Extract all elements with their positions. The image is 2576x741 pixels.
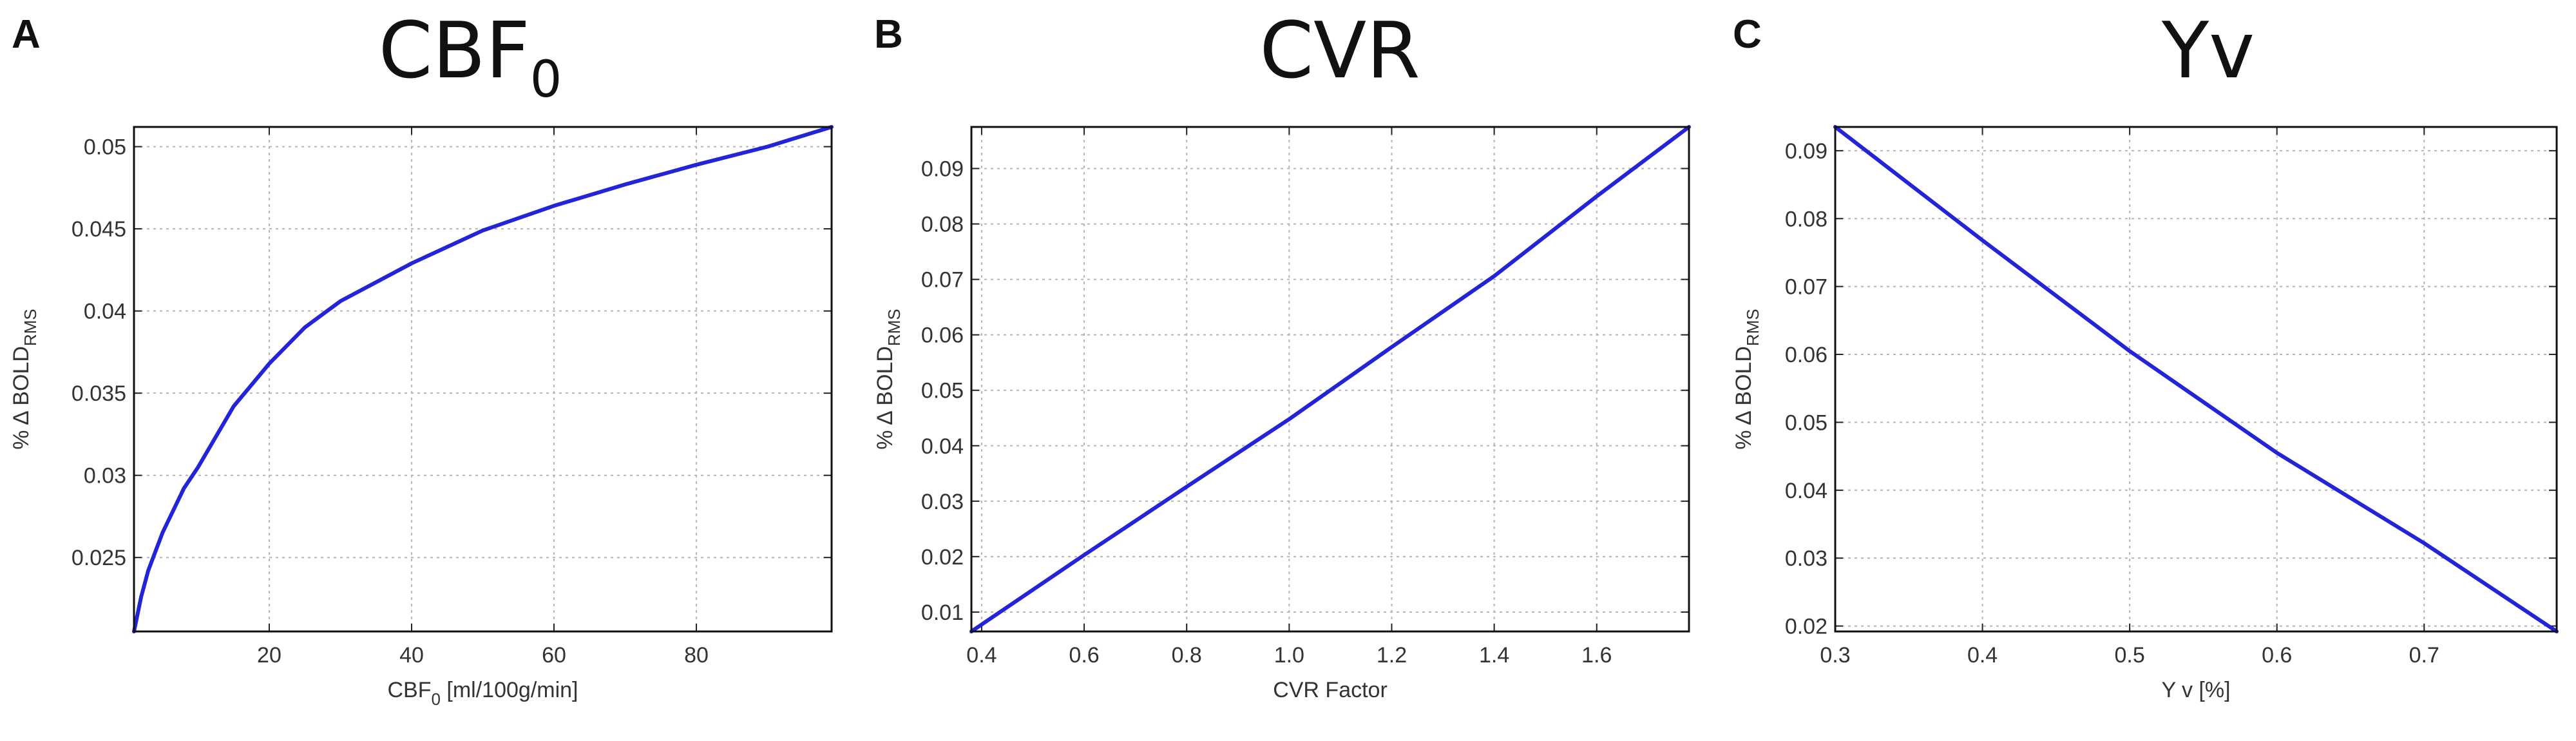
x-tick-label: 40 bbox=[399, 643, 424, 668]
y-axis-label: % Δ BOLDRMS bbox=[9, 309, 40, 449]
axes-frame bbox=[133, 126, 833, 633]
y-axis-label-main: % Δ BOLD bbox=[1732, 346, 1756, 450]
line-chart-b: 0.4 0.6 0.8 1.0 1.2 1.4 1.6 0.01 0.02 0.03 0.04 0.0… bbox=[873, 125, 1691, 702]
x-tick-label: 1.6 bbox=[1581, 643, 1612, 668]
x-axis-label-main: CBF bbox=[388, 678, 432, 702]
y-axis-label: % Δ BOLDRMS bbox=[1732, 309, 1762, 449]
y-axis-label-main: % Δ BOLD bbox=[873, 346, 897, 450]
y-axis-label-sub: RMS bbox=[1743, 309, 1762, 346]
y-tick-label: 0.02 bbox=[921, 545, 964, 570]
x-tick-label: 0.6 bbox=[2262, 643, 2292, 668]
x-tick-label: 0.4 bbox=[1967, 643, 1998, 668]
x-axis-label-sub: 0 bbox=[432, 689, 441, 709]
x-axis-label: Y v [%] bbox=[2161, 678, 2230, 702]
x-tick-label: 60 bbox=[542, 643, 566, 668]
y-tick-label: 0.025 bbox=[72, 546, 126, 570]
chart-title-b: CVR bbox=[1259, 6, 1420, 109]
series-line bbox=[1833, 125, 2559, 633]
panel-letter-c: C bbox=[1733, 12, 1762, 57]
y-tick-label: 0.08 bbox=[1785, 207, 1827, 231]
x-tick-label: 0.6 bbox=[1069, 643, 1099, 668]
plot-area bbox=[1835, 127, 2557, 631]
y-tick-label: 0.04 bbox=[921, 434, 964, 459]
y-tick-label: 0.08 bbox=[921, 213, 964, 237]
line-chart-a: 20 40 60 80 0.025 0.03 0.035 0.04 0.045 0.05 CBF0 … bbox=[9, 125, 834, 709]
axes-frame bbox=[1834, 126, 2558, 633]
y-tick-label: 0.05 bbox=[921, 379, 964, 403]
x-tick-label: 1.2 bbox=[1377, 643, 1407, 668]
chart-panel-b: B CVR 0.4 0.6 0.8 1.0 1.2 1.4 1.6 0.01 0.02 0.03 0… bbox=[859, 0, 1717, 741]
chart-title-b-main: CVR bbox=[1259, 6, 1420, 96]
series-line bbox=[132, 125, 834, 633]
x-tick-label: 20 bbox=[257, 643, 281, 668]
y-tick-label: 0.03 bbox=[1785, 546, 1827, 571]
x-axis-label-main: Y v [%] bbox=[2161, 678, 2230, 702]
x-tick-label: 0.7 bbox=[2409, 643, 2439, 668]
y-tick-label: 0.03 bbox=[84, 464, 126, 488]
y-tick-label: 0.06 bbox=[1785, 343, 1827, 367]
x-axis-label: CBF0 [ml/100g/min] bbox=[388, 678, 578, 709]
y-tick-label: 0.07 bbox=[921, 268, 964, 293]
chart-title-a-main: CBF bbox=[378, 6, 530, 96]
y-tick-label: 0.06 bbox=[921, 323, 964, 348]
y-axis-label-main: % Δ BOLD bbox=[9, 346, 33, 450]
chart-title-c: Yv bbox=[2162, 6, 2255, 109]
series-line bbox=[969, 125, 1691, 633]
y-tick-label: 0.04 bbox=[84, 300, 126, 324]
x-axis-label-rest: [ml/100g/min] bbox=[441, 678, 578, 702]
y-tick-label: 0.03 bbox=[921, 490, 964, 514]
axes-frame bbox=[970, 126, 1690, 633]
chart-title-a: CBF0 bbox=[379, 6, 562, 109]
y-tick-label: 0.07 bbox=[1785, 275, 1827, 300]
line-chart-c: 0.3 0.4 0.5 0.6 0.7 0.02 0.03 0.04 0.05 0.06 0.07 0… bbox=[1732, 125, 2559, 702]
chart-panel-c: C Yv 0.3 0.4 0.5 0.6 0.7 0.02 0.03 0.04 0.05 0.06… bbox=[1717, 0, 2576, 741]
x-tick-label: 1.0 bbox=[1274, 643, 1304, 668]
x-tick-label: 1.4 bbox=[1479, 643, 1509, 668]
plot-area bbox=[971, 127, 1689, 631]
y-tick-label: 0.02 bbox=[1785, 615, 1827, 639]
panel-letter-b: B bbox=[874, 12, 903, 57]
y-tick-label: 0.05 bbox=[84, 135, 126, 160]
y-axis-label-sub: RMS bbox=[21, 309, 40, 346]
y-tick-label: 0.04 bbox=[1785, 479, 1827, 503]
y-tick-label: 0.05 bbox=[1785, 410, 1827, 435]
chart-title-c-main: Yv bbox=[2161, 6, 2255, 96]
chart-title-a-sub: 0 bbox=[530, 51, 562, 109]
chart-panel-a: A CBF0 20 40 60 80 0.025 0.03 0.035 0.04 0.045 0.… bbox=[0, 0, 859, 741]
panel-letter-a: A bbox=[12, 12, 41, 57]
x-tick-label: 0.8 bbox=[1172, 643, 1202, 668]
x-axis-label: CVR Factor bbox=[1273, 678, 1388, 702]
y-axis-label-sub: RMS bbox=[884, 309, 904, 346]
x-tick-label: 80 bbox=[684, 643, 709, 668]
y-tick-label: 0.09 bbox=[1785, 139, 1827, 164]
x-axis-label-main: CVR Factor bbox=[1273, 678, 1388, 702]
x-tick-label: 0.3 bbox=[1820, 643, 1850, 668]
x-tick-label: 0.4 bbox=[966, 643, 997, 668]
y-axis-label: % Δ BOLDRMS bbox=[873, 309, 904, 449]
x-tick-label: 0.5 bbox=[2115, 643, 2145, 668]
plot-area bbox=[134, 127, 832, 631]
y-tick-label: 0.09 bbox=[921, 157, 964, 182]
y-tick-label: 0.01 bbox=[921, 601, 964, 625]
y-tick-label: 0.045 bbox=[72, 217, 126, 242]
y-tick-label: 0.035 bbox=[72, 381, 126, 406]
